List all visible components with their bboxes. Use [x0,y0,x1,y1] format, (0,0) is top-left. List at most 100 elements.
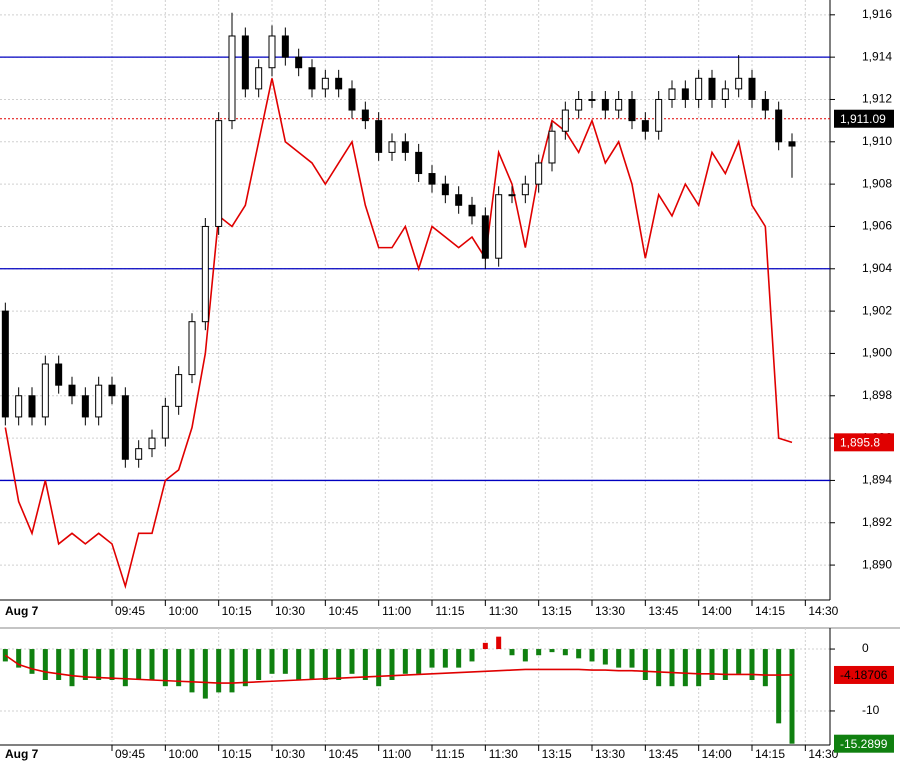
histogram-bar [269,649,275,674]
histogram-bar [149,649,155,680]
x-tick-label: 13:15 [542,604,572,618]
histogram-bar [82,649,88,680]
candle-body [775,109,783,143]
x-tick-label: 10:30 [275,604,305,618]
candle-body [481,215,489,259]
candle-body [708,77,716,100]
candle-body [361,109,369,122]
date-label: Aug 7 [5,604,39,618]
candle-body [241,35,249,90]
candle-body [561,109,569,132]
candle-body [748,77,756,100]
x-tick-label: 11:00 [382,604,411,618]
histogram-bar [322,649,328,680]
y-tick-label: -10 [862,703,880,717]
x-tick-label: 10:15 [222,604,252,618]
histogram-bar [349,649,355,674]
value-box [834,109,894,128]
candle-body [535,162,543,185]
histogram-bar [122,649,128,687]
candle-body [788,141,796,147]
histogram-bar [242,649,248,687]
histogram-bar [216,649,222,693]
value-box-label: -15.2899 [840,737,888,751]
histogram-bar [576,649,582,659]
candle-body [428,173,436,185]
candle-body [508,194,516,197]
candle-body [321,77,329,90]
candle-body [615,98,623,111]
histogram-bar [109,649,115,680]
y-tick-label: 1,904 [862,261,892,275]
candle-body [295,56,303,69]
histogram-bar [136,649,142,680]
candle-body [28,395,36,418]
histogram-bar [496,636,502,650]
x-tick-label: 11:00 [382,747,411,761]
candle-body [41,363,49,418]
candle-body [255,67,263,90]
histogram-bar [656,649,662,687]
candle-body [668,88,676,100]
histogram-bar [669,649,675,687]
candle-body [121,395,129,460]
x-tick-label: 10:15 [222,747,252,761]
x-tick-label: 13:15 [542,747,572,761]
x-tick-label: 13:45 [648,747,678,761]
histogram-bar [602,649,608,665]
histogram-bar [176,649,182,687]
candle-body [641,120,649,132]
x-tick-label: 14:30 [808,747,838,761]
histogram-bar [229,649,235,693]
candle-body [335,77,343,90]
candle-body [1,310,9,418]
candle-body [628,98,636,122]
candle-body [55,363,63,386]
candle-body [468,204,476,217]
x-tick-label: 14:00 [702,604,732,618]
x-tick-label: 10:45 [328,747,358,761]
y-tick-label: 1,916 [862,7,892,21]
histogram-bar [776,649,782,724]
histogram-bar [56,649,62,680]
candle-body [175,374,183,407]
candle-body [215,120,223,227]
histogram-bar [789,649,795,744]
histogram-bar [736,649,742,674]
histogram-bar [442,649,448,668]
candle-body [108,384,116,397]
histogram-bar [202,649,208,699]
histogram-bar [682,649,688,687]
value-box-label: 1,895.8 [840,435,880,449]
x-tick-label: 14:30 [808,604,838,618]
histogram-bar [522,649,528,662]
x-tick-label: 09:45 [115,747,145,761]
candle-body [601,98,609,111]
histogram-bar [189,649,195,693]
candle-body [201,225,209,323]
candle-body [681,88,689,100]
candle-body [761,98,769,111]
histogram-bar [256,649,262,680]
x-tick-label: 13:45 [648,604,678,618]
candle-body [655,98,663,132]
x-tick-label: 10:00 [168,747,198,761]
candle-body [15,395,23,418]
histogram-bar [416,649,422,674]
candle-body [81,395,89,418]
histogram-bar [162,649,168,687]
candle-body [695,77,703,100]
y-tick-label: 1,898 [862,388,892,402]
value-box-label: -4.18706 [840,668,888,682]
candle-body [721,88,729,100]
candle-body [95,384,103,418]
histogram-bar [296,649,302,680]
histogram-bar [429,649,435,668]
candle-body [308,67,316,90]
value-box [834,433,894,452]
value-box-label: 1,911.09 [840,112,886,126]
x-tick-label: 14:15 [755,604,785,618]
candle-body [575,98,583,111]
candle-body [388,141,396,153]
average-line [4,654,793,684]
